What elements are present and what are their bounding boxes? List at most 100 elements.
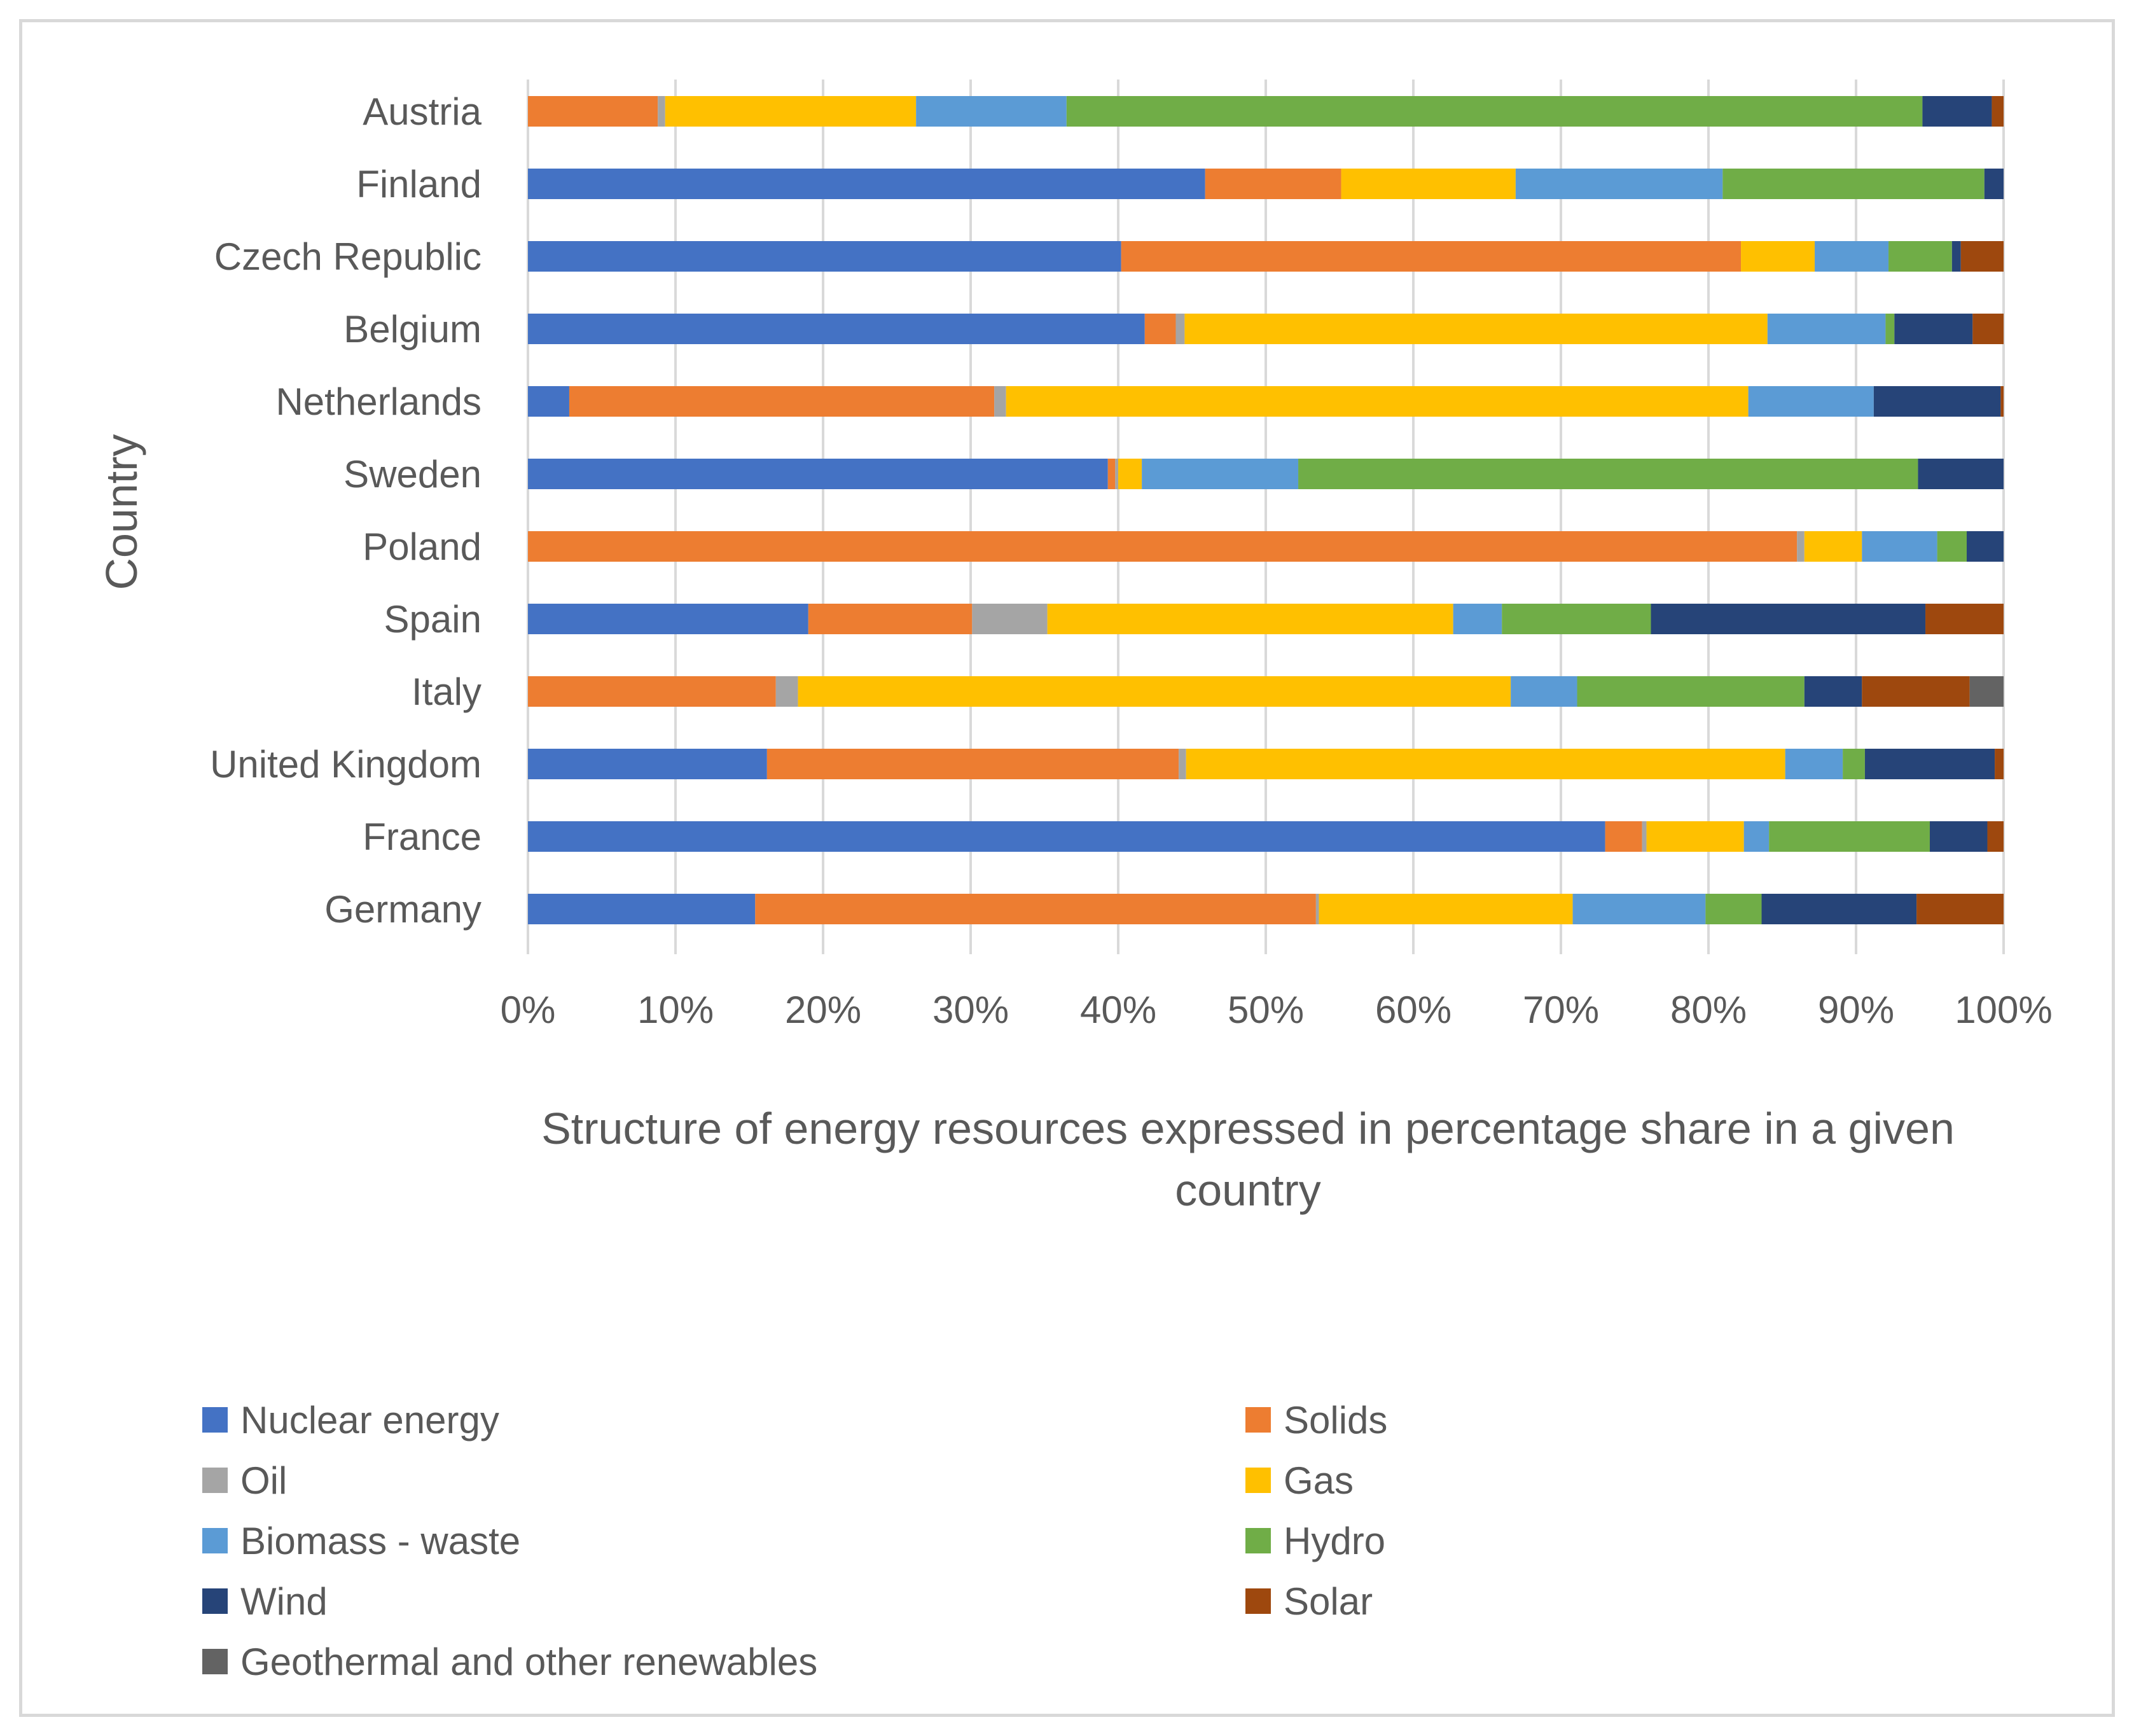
bar-segment	[1951, 241, 1961, 272]
legend-swatch	[202, 1528, 228, 1553]
bar-segment	[1722, 169, 1985, 199]
bar-segment	[2000, 386, 2004, 417]
country-label: Belgium	[343, 308, 482, 351]
x-tick-label: 60%	[1375, 989, 1452, 1031]
x-tick-label: 90%	[1818, 989, 1894, 1031]
country-label: Austria	[363, 90, 482, 133]
bar-stack	[528, 169, 2004, 199]
bar-segment	[1006, 386, 1749, 417]
bar-stack	[528, 386, 2004, 417]
x-tick-label: 100%	[1955, 989, 2052, 1031]
legend: Nuclear energy Solids Oil Gas Biomass - wast…	[202, 1399, 1387, 1683]
bar-segment	[1142, 459, 1299, 489]
bar-segment	[1969, 676, 2004, 707]
x-tick-label: 30%	[932, 989, 1009, 1031]
bar-segment	[1804, 531, 1862, 562]
bar-segment	[1741, 241, 1815, 272]
country-label: Czech Republic	[214, 235, 482, 278]
bar-segment	[1761, 894, 1917, 924]
bar-segment	[1967, 531, 2004, 562]
bar-segment	[1918, 459, 2004, 489]
bar-segment	[1873, 386, 2001, 417]
bar-segment	[1797, 531, 1805, 562]
bar-stack	[528, 241, 2004, 272]
country-label: Finland	[356, 163, 482, 205]
x-tick-label: 70%	[1523, 989, 1599, 1031]
bar-segment	[528, 314, 1145, 344]
legend-swatch	[202, 1407, 228, 1433]
bar-segment	[1705, 894, 1762, 924]
bar-segment	[1804, 676, 1862, 707]
bar-segment	[1047, 604, 1453, 634]
bar-segment	[798, 676, 1511, 707]
legend-swatch	[202, 1468, 228, 1493]
bar-segment	[528, 241, 1121, 272]
bar-segment	[1605, 821, 1642, 852]
chart-frame	[19, 19, 2115, 1717]
bar-segment	[1184, 314, 1768, 344]
bar-segment	[1186, 749, 1785, 779]
legend-label: Gas	[1284, 1459, 1354, 1502]
bar-segment	[1743, 821, 1770, 852]
bar-stack	[528, 894, 2004, 924]
legend-swatch	[1245, 1528, 1271, 1553]
x-tick-label: 50%	[1228, 989, 1304, 1031]
bar-stack	[528, 749, 2004, 779]
bar-segment	[1315, 894, 1319, 924]
bar-segment	[528, 894, 756, 924]
bar-segment	[1205, 169, 1341, 199]
country-label: Sweden	[343, 453, 482, 496]
legend-label: Oil	[240, 1459, 287, 1502]
bar-segment	[1767, 314, 1886, 344]
bar-segment	[1144, 314, 1176, 344]
bar-segment	[1502, 604, 1651, 634]
bar-stack	[528, 96, 2004, 127]
bar-segment	[1888, 241, 1952, 272]
x-axis-title-line-1: Structure of energy resources expressed …	[541, 1104, 1955, 1153]
bar-segment	[528, 96, 658, 127]
legend-label: Wind	[240, 1580, 328, 1623]
y-axis-title: Country	[97, 434, 146, 590]
bar-segment	[1925, 604, 2004, 634]
bar-segment	[658, 96, 665, 127]
bar-segment	[1515, 169, 1723, 199]
country-axis-labels: Austria Finland Czech Republic Belgium Nethe…	[210, 90, 482, 931]
bar-segment	[528, 749, 767, 779]
bar-segment	[1748, 386, 1874, 417]
legend-swatch	[1245, 1588, 1271, 1614]
bar-stack	[528, 821, 2004, 852]
bar-segment	[528, 821, 1605, 852]
legend-swatch	[1245, 1407, 1271, 1433]
legend-label: Solar	[1284, 1580, 1373, 1623]
bar-segment	[1341, 169, 1516, 199]
bar-segment	[755, 894, 1316, 924]
bar-stacks	[528, 96, 2004, 924]
legend-label: Biomass - waste	[240, 1520, 520, 1562]
bar-segment	[1862, 531, 1937, 562]
bar-segment	[1319, 894, 1573, 924]
legend-label: Geothermal and other renewables	[240, 1641, 817, 1683]
gridlines	[527, 80, 2005, 954]
bar-segment	[1894, 314, 1973, 344]
bar-stack	[528, 314, 2004, 344]
bar-segment	[1984, 169, 2004, 199]
bar-segment	[569, 386, 995, 417]
bar-segment	[528, 386, 569, 417]
x-axis-tick-labels: 0% 10% 20% 30% 40% 50% 60% 70% 80% 90% 100%	[501, 989, 2053, 1031]
bar-segment	[1179, 749, 1186, 779]
bar-segment	[1960, 241, 2004, 272]
legend-swatch	[202, 1649, 228, 1674]
bar-segment	[1572, 894, 1706, 924]
legend-swatch	[202, 1588, 228, 1614]
x-tick-label: 0%	[501, 989, 556, 1031]
bar-segment	[1987, 821, 2004, 852]
bar-segment	[528, 531, 1798, 562]
x-tick-label: 40%	[1080, 989, 1156, 1031]
bar-segment	[1175, 314, 1185, 344]
bar-segment	[775, 676, 798, 707]
bar-segment	[1972, 314, 2004, 344]
bar-segment	[1992, 96, 2004, 127]
bar-segment	[766, 749, 1179, 779]
x-tick-label: 10%	[637, 989, 714, 1031]
bar-segment	[1843, 749, 1865, 779]
